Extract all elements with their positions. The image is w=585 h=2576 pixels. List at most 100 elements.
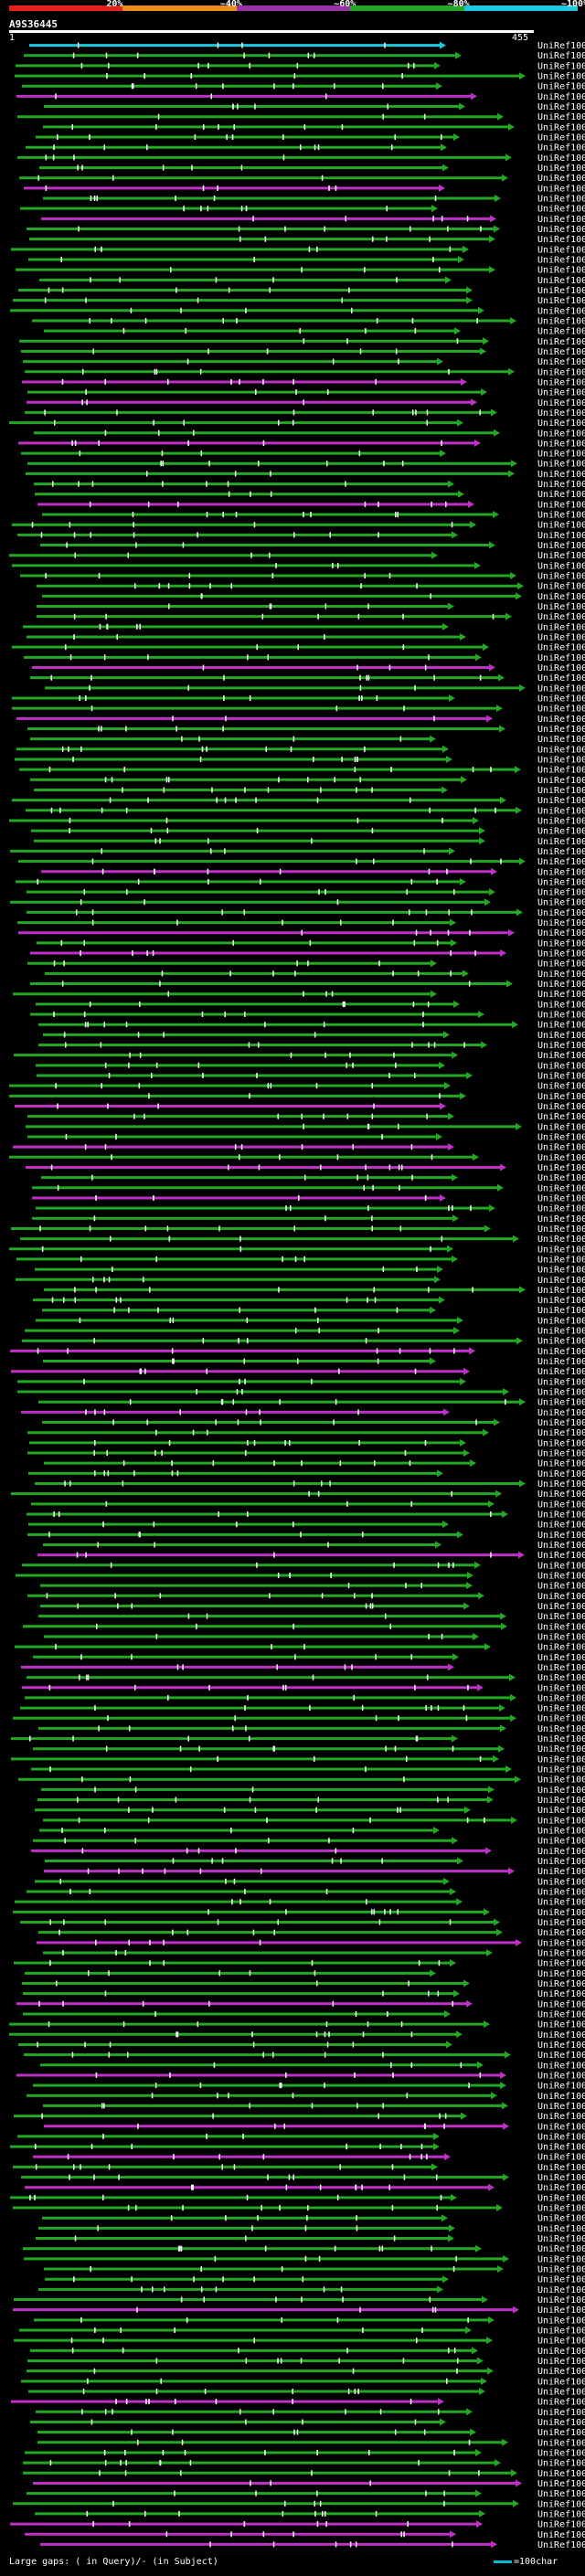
hit-id-link[interactable]: UniRef100_Q9FWM3 xyxy=(537,1367,585,1377)
hit-id-link[interactable]: UniRef100_Q64757 xyxy=(537,41,585,51)
hit-row[interactable]: UniRef100_B9HFJ2 xyxy=(9,1082,585,1092)
hit-row[interactable]: UniRef100_A7Q462 xyxy=(13,2163,585,2173)
hit-id-link[interactable]: UniRef100_A7QEE1 xyxy=(537,2337,585,2347)
hit-id-link[interactable]: UniRef100_C5X0Q1 xyxy=(537,1561,585,1571)
hit-id-link[interactable]: UniRef100_A7QBL0 xyxy=(537,327,585,337)
hit-id-link[interactable]: UniRef100_B8BHE0 xyxy=(537,1092,585,1102)
hit-row[interactable]: UniRef100_C5X0Q1 xyxy=(19,766,585,776)
hit-row[interactable]: UniRef100_A7R1A6 xyxy=(34,480,585,490)
hit-row[interactable]: UniRef100_UP1000.. xyxy=(19,174,585,184)
hit-id-link[interactable]: UniRef100_B9AER8 xyxy=(537,296,585,306)
hit-id-link[interactable]: UniRef100_A7QE64 xyxy=(537,1928,585,1938)
hit-row[interactable]: UniRef100_UP1000.. xyxy=(15,72,585,82)
hit-row[interactable]: UniRef100_B8BG14 xyxy=(39,1827,585,1837)
hit-id-link[interactable]: UniRef100_A2WWT1 xyxy=(537,980,585,990)
hit-row[interactable]: UniRef100_UP1000.. xyxy=(21,347,585,357)
hit-row[interactable]: UniRef100_C5XQ87 xyxy=(27,388,585,398)
hit-row[interactable]: UniRef100_C5Z761 xyxy=(30,2418,585,2428)
hit-id-link[interactable]: UniRef100_UP1000.. xyxy=(537,1877,585,1887)
hit-row[interactable]: UniRef100_A7QH13 xyxy=(9,816,585,826)
hit-id-link[interactable]: UniRef100_A2Z3C9 xyxy=(537,990,585,1000)
hit-id-link[interactable]: UniRef100_UP1000.. xyxy=(537,1449,585,1459)
hit-row[interactable]: UniRef100_A2XEX2 xyxy=(42,1306,585,1316)
hit-id-link[interactable]: UniRef100_UP1000.. xyxy=(537,2030,585,2041)
hit-id-link[interactable]: UniRef100_UP1000.. xyxy=(537,235,585,245)
hit-id-link[interactable]: UniRef100_A7QGE3 xyxy=(537,2051,585,2061)
hit-row[interactable]: UniRef100_Q0JGH1 xyxy=(36,2234,585,2244)
hit-row[interactable]: UniRef100_A5AVU2 xyxy=(12,705,585,715)
hit-row[interactable]: UniRef100_B7SWU6 xyxy=(27,1592,585,1602)
hit-row[interactable]: UniRef100_Q9H180 xyxy=(13,2204,585,2214)
hit-row[interactable]: UniRef100_A7QZJ5 xyxy=(22,1979,585,1989)
hit-id-link[interactable]: UniRef100_A7P4Z3 xyxy=(537,112,585,122)
hit-id-link[interactable]: UniRef100_Q5ZBC5 xyxy=(537,1754,585,1765)
hit-id-link[interactable]: UniRef100_C5YG44 xyxy=(537,1266,585,1276)
hit-id-link[interactable]: UniRef100_A3A6G8 xyxy=(537,2173,585,2183)
hit-row[interactable]: UniRef100_Q41536 xyxy=(36,2408,585,2418)
hit-row[interactable]: UniRef100_C6Z0X4 xyxy=(25,1693,585,1703)
hit-row[interactable]: UniRef100_A7Q0D6 xyxy=(23,357,585,367)
hit-id-link[interactable]: UniRef100_A7QS27 xyxy=(537,1428,585,1438)
hit-id-link[interactable]: UniRef100_A5BTI4 xyxy=(537,2285,585,2295)
hit-id-link[interactable]: UniRef100_A7R1A6 xyxy=(537,480,585,490)
hit-id-link[interactable]: UniRef100_UP1000.. xyxy=(537,1653,585,1663)
hit-id-link[interactable]: UniRef100_A2WS85 xyxy=(537,2530,585,2540)
hit-row[interactable]: UniRef100_B9N949 xyxy=(9,551,585,561)
hit-id-link[interactable]: UniRef100_A2Z1R0 xyxy=(537,1388,585,1398)
hit-row[interactable]: UniRef100_UP1000.. xyxy=(15,756,585,766)
hit-row[interactable]: UniRef100_A7P9S8 xyxy=(37,602,585,612)
hit-row[interactable]: UniRef100_C5WM47 xyxy=(12,643,585,653)
hit-id-link[interactable]: UniRef100_A7QPH0 xyxy=(537,582,585,592)
hit-id-link[interactable]: UniRef100_A7Q456 xyxy=(537,1489,585,1500)
hit-id-link[interactable]: UniRef100_Q0Z7Z7 xyxy=(537,2540,585,2550)
hit-id-link[interactable]: UniRef100_UP1000.. xyxy=(537,928,585,938)
hit-id-link[interactable]: UniRef100_C5YLL9 xyxy=(537,2041,585,2051)
hit-id-link[interactable]: UniRef100_B9RMG8 xyxy=(537,877,585,887)
hit-row[interactable]: UniRef100_C5Z3S5 xyxy=(34,2316,585,2326)
hit-row[interactable]: UniRef100_Q84969 xyxy=(21,2377,585,2387)
hit-row[interactable]: UniRef100_C5YJW0 xyxy=(10,1347,585,1357)
hit-row[interactable]: UniRef100_A7QGE1 xyxy=(37,1938,585,1948)
hit-id-link[interactable]: UniRef100_B7SWU4 xyxy=(537,1337,585,1347)
hit-id-link[interactable]: UniRef100_B9AB17 xyxy=(537,1786,585,1796)
hit-id-link[interactable]: UniRef100_A7QBL6 xyxy=(537,1276,585,1286)
hit-row[interactable]: UniRef100_A7R4Y7 xyxy=(40,1602,585,1612)
hit-id-link[interactable]: UniRef100_A7PVD7 xyxy=(537,1173,585,1183)
hit-row[interactable]: UniRef100_B9S143 xyxy=(37,2438,585,2448)
hit-id-link[interactable]: UniRef100_A2Y2M0 xyxy=(537,1000,585,1010)
hit-row[interactable]: UniRef100_Q5ZBC5 xyxy=(11,1754,585,1765)
hit-row[interactable]: UniRef100_UP1000.. xyxy=(33,1653,585,1663)
hit-row[interactable]: UniRef100_UP1000.. xyxy=(12,521,585,531)
hit-id-link[interactable]: UniRef100_Q0DGL2 xyxy=(537,1572,585,1582)
hit-row[interactable]: UniRef100_A7P4Z3 xyxy=(17,112,585,122)
hit-id-link[interactable]: UniRef100_UP1000.. xyxy=(537,1204,585,1214)
hit-id-link[interactable]: UniRef100_Q8S5G6 xyxy=(537,1744,585,1754)
hit-id-link[interactable]: UniRef100_A7QGC3 xyxy=(537,2061,585,2071)
hit-row[interactable]: UniRef100_A7Q2E8 xyxy=(20,572,585,582)
hit-id-link[interactable]: UniRef100_B9RA18 xyxy=(537,888,585,898)
hit-row[interactable]: UniRef100_UP1000.. xyxy=(27,1511,585,1521)
hit-row[interactable]: UniRef100_B9RMG8 xyxy=(16,877,585,887)
hit-id-link[interactable]: UniRef100_A5B1D5 xyxy=(537,215,585,225)
hit-id-link[interactable]: UniRef100_B9P712 xyxy=(537,541,585,551)
hit-id-link[interactable]: UniRef100_B9ST46 xyxy=(537,450,585,460)
hit-id-link[interactable]: UniRef100_A5C414 xyxy=(537,2469,585,2479)
hit-row[interactable]: UniRef100_A2WT88 xyxy=(9,419,585,429)
hit-row[interactable]: UniRef100_A7Q8X2 xyxy=(44,1632,585,1642)
hit-row[interactable]: UniRef100_A7R0M6 xyxy=(25,367,585,377)
hit-row[interactable]: UniRef100_A7PFG7 xyxy=(43,122,585,133)
hit-id-link[interactable]: UniRef100_A7P9M8 xyxy=(537,256,585,266)
hit-id-link[interactable]: UniRef100_A7Q545 xyxy=(537,1989,585,1999)
hit-id-link[interactable]: UniRef100_B8ADE3 xyxy=(537,2254,585,2264)
hit-row[interactable]: UniRef100_A7QEE1 xyxy=(14,2337,585,2347)
hit-id-link[interactable]: UniRef100_B9P9G2 xyxy=(537,460,585,470)
hit-row[interactable]: UniRef100_B9S0G4 xyxy=(24,51,585,61)
hit-id-link[interactable]: UniRef100_A7QAE1 xyxy=(537,745,585,755)
hit-id-link[interactable]: UniRef100_A7PPS6 xyxy=(537,92,585,102)
hit-row[interactable]: UniRef100_B9S154 xyxy=(37,2428,585,2438)
hit-row[interactable]: UniRef100_B9ANU7 xyxy=(37,1796,585,1806)
hit-row[interactable]: UniRef100_A2Y2M0 xyxy=(36,1000,585,1010)
hit-id-link[interactable]: UniRef100_Q0JU15 xyxy=(537,1898,585,1908)
hit-row[interactable]: UniRef100_UP1000.. xyxy=(35,1877,585,1887)
hit-row[interactable]: UniRef100_Q60PV5 xyxy=(13,2306,585,2316)
